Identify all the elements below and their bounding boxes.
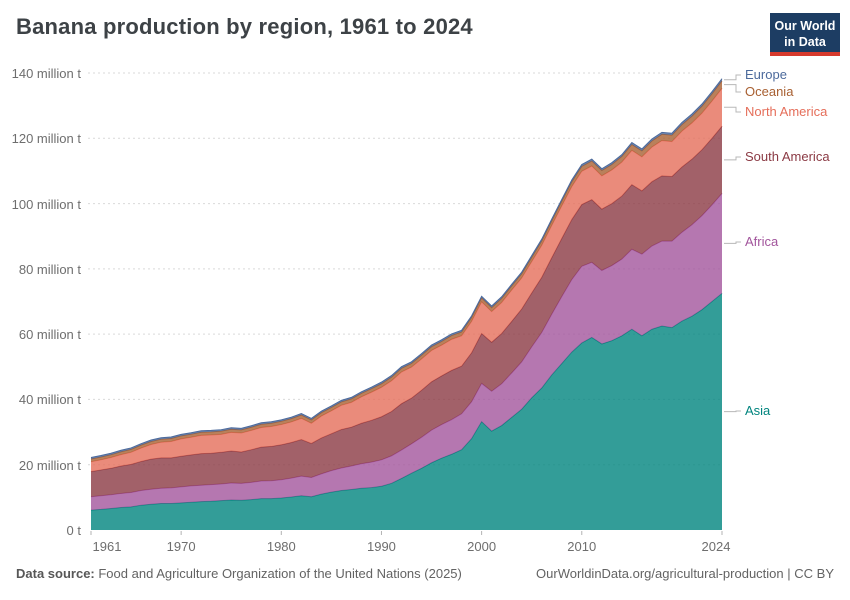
owid-url-link[interactable]: OurWorldinData.org/agricultural-producti… [536, 566, 784, 581]
legend-item-europe[interactable]: Europe [745, 67, 787, 82]
y-axis-label-140: 140 million t [11, 66, 81, 81]
chart-title: Banana production by region, 1961 to 202… [16, 14, 473, 39]
y-axis-label-20: 20 million t [18, 457, 81, 473]
data-source-note: Data source: Food and Agriculture Organi… [16, 566, 462, 581]
license-link[interactable]: CC BY [794, 566, 834, 581]
y-axis-label-80: 80 million t [18, 261, 81, 277]
area-south-america[interactable] [91, 126, 722, 497]
x-axis-label-1961: 1961 [92, 539, 122, 554]
legend-item-north-america[interactable]: North America [745, 104, 828, 119]
legend-item-asia[interactable]: Asia [745, 403, 771, 418]
owid-logo-box: Our World in Data [770, 13, 840, 52]
x-axis-label-1980: 1980 [266, 539, 296, 554]
x-axis-label-1990: 1990 [366, 539, 396, 554]
legend-item-south-america[interactable]: South America [745, 149, 830, 164]
data-source-value: Food and Agriculture Organization of the… [94, 566, 462, 581]
x-axis-label-2000: 2000 [467, 539, 497, 554]
data-source-label: Data source: [16, 566, 95, 581]
owid-logo-line1: Our World [774, 19, 836, 33]
y-axis-label-60: 60 million t [18, 327, 81, 343]
area-asia[interactable] [91, 293, 722, 530]
area-north-america[interactable] [91, 88, 722, 472]
owid-logo-line2: in Data [784, 35, 826, 50]
y-axis-label-40: 40 million t [18, 392, 81, 408]
y-axis-label-100: 100 million t [11, 196, 81, 212]
legend-item-africa[interactable]: Africa [745, 234, 779, 249]
y-axis-label-0: 0 t [66, 523, 81, 538]
legend-item-oceania[interactable]: Oceania [745, 84, 794, 99]
footer-links: OurWorldinData.org/agricultural-producti… [536, 566, 834, 581]
x-axis-label-1970: 1970 [166, 539, 196, 554]
owid-logo-red-bar [770, 52, 840, 56]
x-axis-label-2010: 2010 [567, 539, 597, 554]
x-axis-label-2024: 2024 [701, 539, 731, 554]
footer-separator: | [783, 566, 795, 581]
owid-logo[interactable]: Our World in Data [770, 13, 840, 56]
y-axis-label-120: 120 million t [11, 131, 81, 147]
chart-footer: Data source: Food and Agriculture Organi… [16, 566, 834, 581]
